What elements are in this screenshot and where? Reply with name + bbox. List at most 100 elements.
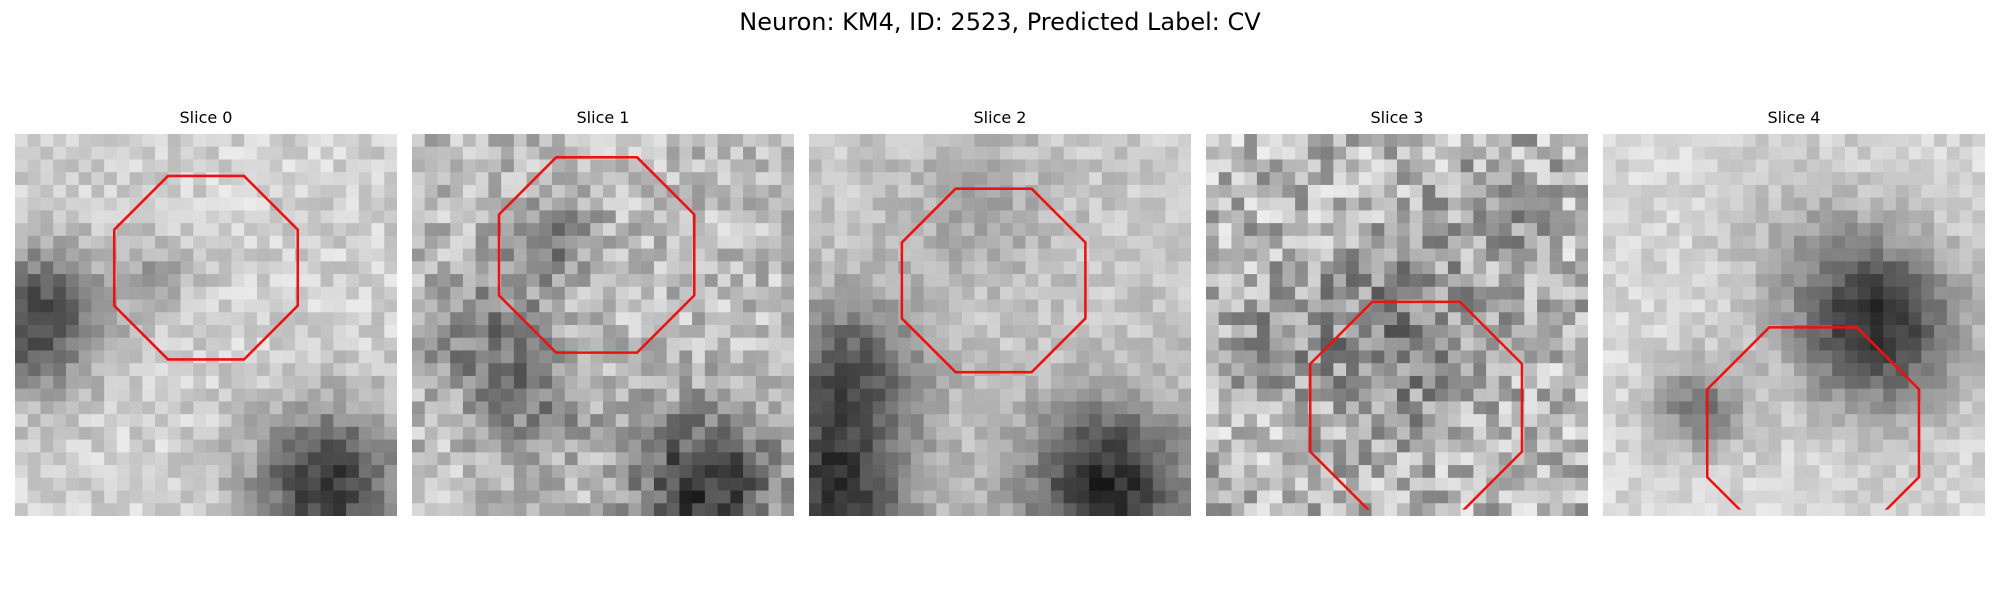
pixel (1127, 503, 1140, 516)
pixel (488, 376, 501, 389)
pixel (295, 401, 308, 414)
pixel (1244, 236, 1257, 249)
pixel (193, 134, 206, 147)
pixel (679, 350, 692, 363)
pixel (1308, 249, 1321, 262)
pixel (476, 491, 489, 504)
pixel (1858, 147, 1871, 160)
pixel (590, 249, 603, 262)
pixel (372, 159, 385, 172)
pixel (1051, 147, 1064, 160)
pixel (1679, 338, 1692, 351)
pixel (1934, 452, 1947, 465)
pixel (1422, 159, 1435, 172)
pixel (1947, 300, 1960, 313)
pixel (193, 478, 206, 491)
pixel (1257, 325, 1270, 338)
pixel (1295, 223, 1308, 236)
pixel (15, 465, 28, 478)
pixel (1550, 427, 1563, 440)
pixel (66, 312, 79, 325)
pixel (450, 465, 463, 478)
pixel (1807, 427, 1820, 440)
pixel (66, 363, 79, 376)
pixel (705, 389, 718, 402)
pixel (476, 134, 489, 147)
pixel (1486, 414, 1499, 427)
pixel (1102, 427, 1115, 440)
pixel (834, 312, 847, 325)
pixel (898, 134, 911, 147)
pixel (590, 325, 603, 338)
pixel (1295, 414, 1308, 427)
pixel (987, 350, 1000, 363)
pixel (781, 503, 794, 516)
pixel (1282, 236, 1295, 249)
pixel (1960, 223, 1973, 236)
pixel (130, 452, 143, 465)
pixel (1282, 249, 1295, 262)
pixel (1076, 210, 1089, 223)
pixel (987, 159, 1000, 172)
pixel (1486, 249, 1499, 262)
pixel (1858, 172, 1871, 185)
pixel (1563, 427, 1576, 440)
pixel (1025, 249, 1038, 262)
pixel (1909, 300, 1922, 313)
pixel (1832, 414, 1845, 427)
pixel (1270, 134, 1283, 147)
pixel (1076, 465, 1089, 478)
pixel (590, 236, 603, 249)
pixel (1435, 389, 1448, 402)
pixel (1575, 210, 1588, 223)
pixel (1153, 185, 1166, 198)
pixel (1692, 452, 1705, 465)
pixel (308, 287, 321, 300)
pixel (1819, 198, 1832, 211)
pixel (1972, 401, 1985, 414)
pixel (628, 287, 641, 300)
pixel (104, 363, 117, 376)
pixel (1575, 236, 1588, 249)
pixel (1730, 249, 1743, 262)
pixel (743, 261, 756, 274)
pixel (1550, 134, 1563, 147)
pixel (641, 465, 654, 478)
pixel (898, 312, 911, 325)
pixel (1667, 210, 1680, 223)
pixel (1076, 312, 1089, 325)
pixel (809, 350, 822, 363)
pixel (1575, 274, 1588, 287)
pixel (552, 159, 565, 172)
pixel (654, 478, 667, 491)
pixel (1743, 401, 1756, 414)
pixel (1769, 389, 1782, 402)
pixel (40, 325, 53, 338)
pixel (1270, 210, 1283, 223)
pixel (244, 261, 257, 274)
pixel (1206, 325, 1219, 338)
pixel (28, 491, 41, 504)
pixel (1845, 440, 1858, 453)
pixel (40, 350, 53, 363)
pixel (1051, 325, 1064, 338)
pixel (463, 147, 476, 160)
pixel (142, 427, 155, 440)
pixel (1051, 503, 1064, 516)
pixel (1333, 172, 1346, 185)
pixel (1934, 427, 1947, 440)
pixel (1550, 274, 1563, 287)
pixel (975, 478, 988, 491)
pixel (1038, 159, 1051, 172)
pixel (911, 350, 924, 363)
pixel (514, 491, 527, 504)
pixel (321, 210, 334, 223)
pixel (1270, 350, 1283, 363)
pixel (1270, 223, 1283, 236)
pixel (756, 134, 769, 147)
pixel (282, 249, 295, 262)
pixel (1115, 249, 1128, 262)
pixel (873, 274, 886, 287)
pixel (1178, 503, 1191, 516)
pixel (501, 300, 514, 313)
